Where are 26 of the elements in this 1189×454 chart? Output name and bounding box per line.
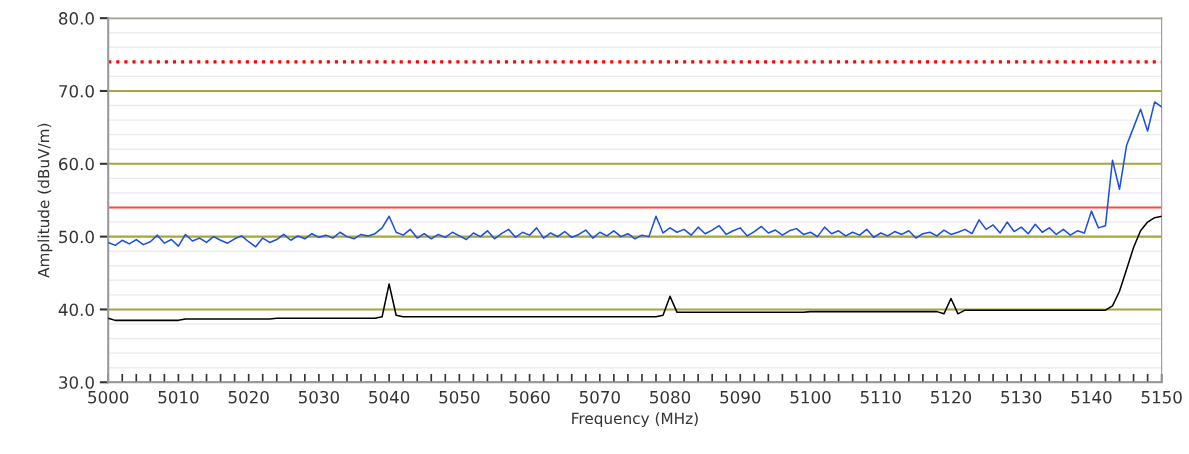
y-tick-label: 30.0	[59, 376, 94, 389]
x-tick-label: 5140	[1071, 390, 1112, 404]
x-tick-label: 5100	[790, 390, 831, 404]
x-tick-label: 5040	[369, 390, 410, 404]
y-tick-label: 50.0	[59, 230, 94, 244]
x-tick-label: 5010	[158, 390, 199, 404]
line-series	[108, 215, 1162, 322]
x-tick-label: 5120	[931, 390, 972, 404]
x-tick-label: 5000	[88, 390, 129, 404]
x-tick-label: 5080	[650, 390, 691, 404]
y-tick-label: 60.0	[59, 157, 94, 171]
y-tick-label: 70.0	[59, 84, 94, 98]
x-tick-label: 5150	[1141, 390, 1182, 404]
x-axis-title: Frequency (MHz)	[572, 412, 698, 428]
x-tick-label: 5030	[298, 390, 339, 404]
x-tick-label: 5110	[860, 390, 901, 404]
x-tick-label: 5020	[228, 390, 269, 404]
x-tick-label: 5130	[1001, 390, 1042, 404]
x-tick-label: 5060	[509, 390, 550, 404]
x-tick-label: 5070	[579, 390, 620, 404]
x-tick-label: 5090	[720, 390, 761, 404]
line-series	[108, 101, 1162, 248]
y-tick-label: 80.0	[59, 12, 94, 25]
x-tick-label: 5050	[439, 390, 480, 404]
y-axis-title: Amplitude (dBuV/m)	[37, 123, 53, 278]
y-tick-label: 40.0	[58, 303, 94, 317]
